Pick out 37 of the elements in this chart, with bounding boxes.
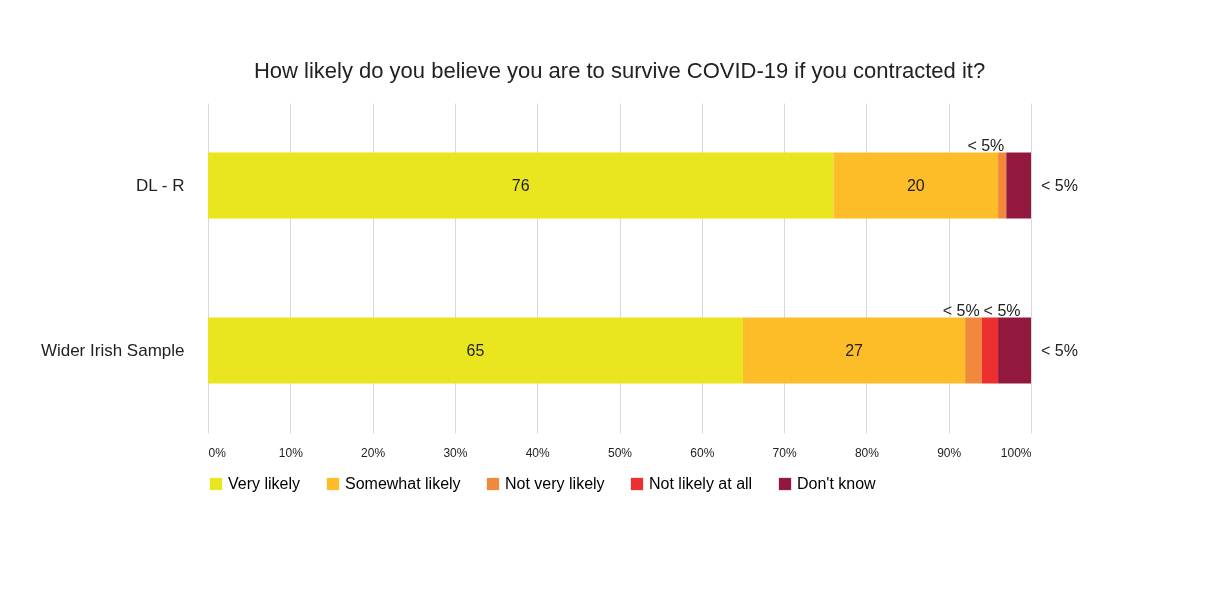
x-tick-label: 30% [443, 445, 468, 460]
chart-title: How likely do you believe you are to survive COVID-19 if you contracted it? [253, 58, 986, 83]
data-label: 76 [511, 176, 530, 194]
bar [208, 152, 834, 219]
data-label: < 5% [942, 301, 980, 319]
x-tick-label: 20% [361, 445, 386, 460]
x-tick-label: 100% [1000, 445, 1032, 460]
x-tick-label: 90% [937, 445, 962, 460]
x-tick-label: 60% [690, 445, 715, 460]
data-label: < 5% [967, 136, 1005, 154]
bar [998, 317, 1031, 384]
bar [998, 152, 1007, 219]
legend-label: Very likely [228, 475, 301, 492]
legend-label: Not very likely [505, 475, 605, 492]
data-label: < 5% [1041, 341, 1078, 359]
bar [965, 317, 982, 384]
legend-label: Not likely at all [649, 475, 753, 492]
bar [833, 152, 999, 219]
bar [981, 317, 999, 384]
legend-label: Somewhat likely [345, 475, 461, 492]
data-label: 27 [845, 341, 864, 359]
y-tick-label: Wider Irish Sample [40, 340, 185, 360]
x-tick-label: 50% [607, 445, 633, 460]
x-tick-label: 40% [525, 445, 551, 460]
x-tick-label: 70% [772, 445, 797, 460]
data-label: < 5% [1041, 176, 1078, 194]
bar [208, 317, 743, 384]
x-tick-label: 80% [854, 445, 880, 460]
x-tick-label: 10% [278, 445, 304, 460]
bar [1006, 152, 1031, 219]
data-label: 65 [466, 341, 485, 359]
data-label: 20 [906, 176, 925, 194]
x-tick-label: 0% [208, 445, 227, 460]
y-tick-label: DL - R [136, 175, 185, 195]
data-label: < 5% [983, 301, 1021, 319]
legend-label: Don't know [797, 475, 877, 492]
bar [742, 317, 966, 384]
